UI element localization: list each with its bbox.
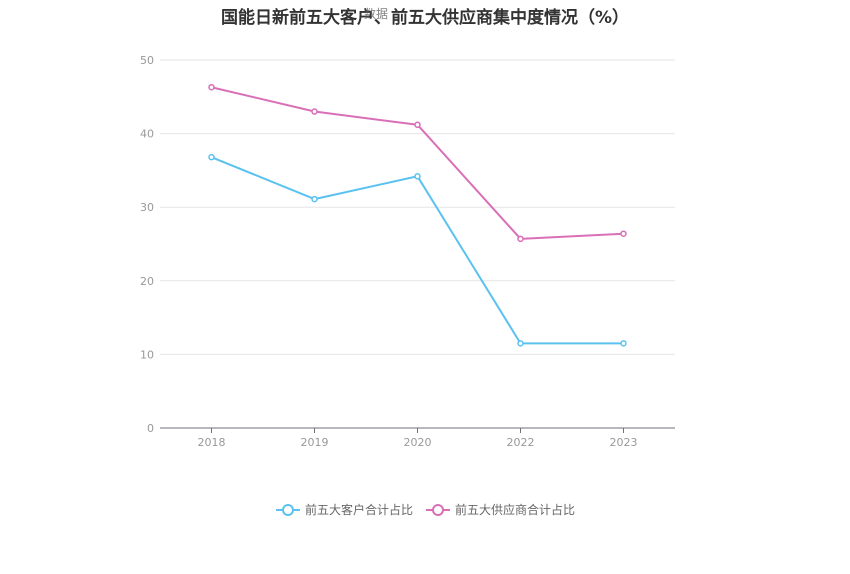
x-tick-label: 2020 — [404, 436, 432, 449]
legend-item-1[interactable]: 前五大客户合计占比 — [275, 501, 413, 518]
series-1-point — [517, 340, 524, 347]
series-2-point — [311, 108, 318, 115]
x-tick-label: 2022 — [507, 436, 535, 449]
series-2-point — [517, 235, 524, 243]
legend-line-icon — [275, 503, 300, 516]
chart-title: 国能日新前五大客户、前五大供应商集中度情况（%） — [220, 8, 630, 28]
y-tick-label: 0 — [147, 422, 154, 435]
series-line-1 — [211, 156, 624, 345]
series-1-point — [414, 173, 421, 180]
series-2-point — [208, 83, 215, 91]
series-1-point — [208, 153, 215, 161]
x-tick-label: 2023 — [610, 436, 638, 449]
series-line-2 — [211, 86, 624, 240]
series-1-point — [620, 340, 627, 347]
x-tick-label: 2018 — [198, 436, 226, 449]
y-tick-label: 10 — [140, 348, 154, 361]
legend-label: 前五大客户合计占比 — [304, 503, 413, 517]
legend: 前五大客户合计占比 前五大供应商合计占比 — [0, 501, 850, 518]
series-2-point — [414, 121, 421, 129]
legend-item-2[interactable]: 前五大供应商合计占比 — [425, 501, 575, 518]
legend-label: 前五大供应商合计占比 — [455, 503, 576, 517]
y-tick-label: 20 — [140, 275, 154, 288]
y-tick-label: 30 — [140, 201, 154, 214]
y-tick-label: 40 — [140, 128, 154, 141]
legend-line-icon — [426, 503, 450, 516]
y-tick-label: 50 — [140, 54, 154, 67]
series-2-point — [620, 230, 627, 237]
series-1-point — [311, 195, 318, 203]
x-tick-label: 2019 — [301, 436, 329, 449]
watermark-text: 数据 — [364, 7, 389, 21]
